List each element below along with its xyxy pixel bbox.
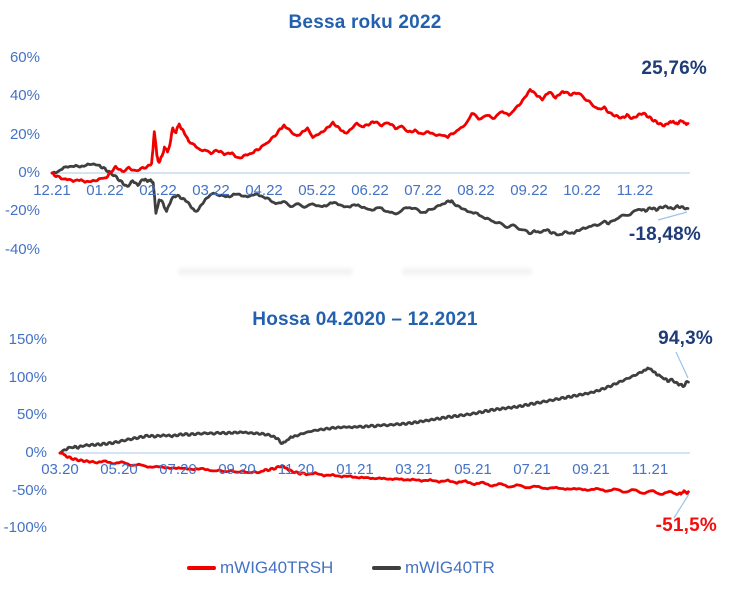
y-tick-label: -100% [3, 519, 47, 537]
x-tick-label: 07.22 [404, 182, 442, 199]
y-tick-label: 0% [18, 164, 40, 181]
legend: mWIG40TRSH mWIG40TR [0, 556, 730, 582]
y-tick-label: 50% [16, 406, 47, 424]
x-tick-label: 05.22 [298, 182, 336, 199]
x-tick-label: 10.22 [563, 182, 601, 199]
legend-swatch-red [187, 566, 216, 570]
x-tick-label: 05.21 [454, 461, 492, 478]
y-tick-label: 0% [25, 444, 47, 461]
x-tick-label: 04.22 [245, 182, 283, 199]
series-line-mwig40trsh [50, 88, 690, 184]
y-tick-label: 150% [8, 331, 47, 349]
x-tick-label: 09.21 [572, 461, 610, 478]
series-line-mwig40tr [58, 366, 690, 455]
x-tick-label: 03.22 [192, 182, 230, 199]
y-tick-label: 100% [8, 368, 47, 386]
y-tick-label: 60% [9, 48, 40, 66]
chart-title-hossa: Hossa 04.2020 – 12.2021 [252, 309, 478, 330]
x-tick-label: 01.22 [86, 182, 124, 199]
x-tick-label: 12.21 [33, 182, 71, 199]
data-label-red-hossa: -51,5% [655, 515, 717, 536]
leader-or-grid-line [675, 351, 689, 379]
y-tick-label: -20% [4, 202, 40, 220]
y-tick-label: 20% [9, 125, 40, 143]
x-tick-label: 11.22 [616, 182, 654, 199]
x-tick-label: 09.22 [510, 182, 548, 199]
data-label-dark-hossa: 94,3% [658, 328, 713, 349]
x-tick-label: 09.20 [218, 461, 256, 478]
chart-title-bessa: Bessa roku 2022 [288, 12, 442, 33]
x-tick-label: 06.22 [351, 182, 389, 199]
legend-label: mWIG40TRSH [220, 558, 334, 577]
x-tick-label: 03.20 [41, 461, 79, 478]
x-tick-label: 11.21 [631, 461, 669, 478]
faded-watermark [402, 268, 532, 275]
x-tick-label: 01.21 [336, 461, 374, 478]
legend-item-mwig40trsh: mWIG40TRSH [187, 558, 333, 578]
x-tick-label: 11.20 [277, 461, 315, 478]
y-tick-label: 40% [9, 87, 40, 105]
y-tick-label: -40% [4, 240, 40, 258]
x-tick-label: 08.22 [457, 182, 495, 199]
x-tick-label: 05.20 [100, 461, 138, 478]
faded-watermark [178, 268, 353, 275]
x-tick-label: 07.21 [513, 461, 551, 478]
x-tick-label: 07.20 [159, 461, 197, 478]
legend-label: mWIG40TR [405, 558, 495, 577]
leader-or-grid-line [673, 493, 690, 519]
y-tick-label: -50% [11, 481, 47, 499]
leader-or-grid-line [657, 211, 688, 221]
x-tick-label: 03.21 [395, 461, 433, 478]
series-line-mwig40tr [50, 162, 690, 237]
legend-item-mwig40tr: mWIG40TR [372, 558, 495, 578]
data-label-dark-2022: -18,48% [628, 224, 701, 245]
series-line-mwig40trsh [58, 451, 690, 496]
legend-swatch-dark [372, 566, 401, 570]
x-tick-label: 02.22 [139, 182, 177, 199]
data-label-red-2022: 25,76% [641, 58, 707, 79]
